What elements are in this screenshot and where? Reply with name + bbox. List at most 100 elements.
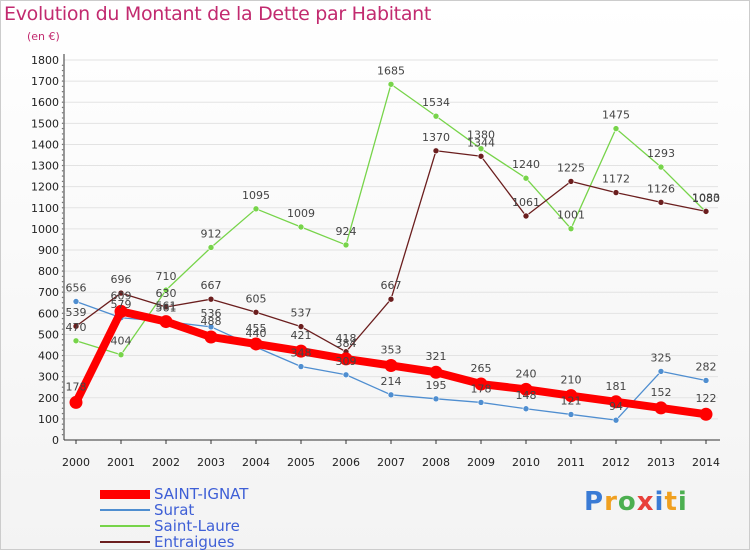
- data-label: 1083: [692, 191, 720, 204]
- y-minor-tick: [62, 133, 63, 134]
- y-minor-tick: [62, 297, 63, 298]
- y-minor-tick: [62, 154, 63, 155]
- y-tick-label: 1000: [31, 223, 59, 236]
- y-tick-label: 900: [38, 244, 59, 257]
- y-tick-label: 1300: [31, 160, 59, 173]
- y-minor-tick: [62, 249, 63, 250]
- data-label: 214: [381, 375, 402, 388]
- y-tick-label: 1500: [31, 117, 59, 130]
- data-label: 348: [291, 347, 312, 360]
- x-tick-label: 2012: [602, 456, 630, 469]
- y-minor-tick: [62, 191, 63, 192]
- y-minor-tick: [62, 323, 63, 324]
- y-minor-tick: [62, 302, 63, 303]
- data-label: 539: [66, 306, 87, 319]
- data-point: [388, 296, 394, 302]
- y-minor-tick: [62, 112, 63, 113]
- y-tick-label: 100: [38, 413, 59, 426]
- legend-swatch: [100, 541, 150, 543]
- y-tick-label: 500: [38, 328, 59, 341]
- data-label: 696: [111, 273, 132, 286]
- y-minor-tick: [62, 107, 63, 108]
- x-tick-label: 2000: [62, 456, 90, 469]
- data-label: 181: [606, 380, 627, 393]
- y-minor-tick: [62, 123, 63, 124]
- data-point: [658, 164, 664, 170]
- logo-letter: i: [678, 487, 688, 517]
- y-minor-tick: [62, 339, 63, 340]
- y-tick-label: 400: [38, 350, 59, 363]
- y-minor-tick: [62, 212, 63, 213]
- y-minor-tick: [62, 138, 63, 139]
- data-label: 1370: [422, 131, 450, 144]
- y-minor-tick: [62, 397, 63, 398]
- x-tick-label: 2005: [287, 456, 315, 469]
- data-point: [208, 296, 214, 302]
- y-minor-tick: [62, 202, 63, 203]
- legend-swatch: [100, 509, 150, 511]
- y-minor-tick: [62, 175, 63, 176]
- data-label: 667: [201, 279, 222, 292]
- data-point: [658, 368, 664, 374]
- x-tick-label: 2009: [467, 456, 495, 469]
- y-minor-tick: [62, 423, 63, 424]
- y-tick-label: 600: [38, 307, 59, 320]
- y-tick-label: 1600: [31, 96, 59, 109]
- y-minor-tick: [62, 165, 63, 166]
- y-minor-tick: [62, 350, 63, 351]
- y-minor-tick: [62, 392, 63, 393]
- y-tick-label: 1400: [31, 138, 59, 151]
- data-label: 1172: [602, 173, 630, 186]
- logo-letter: o: [618, 487, 637, 517]
- data-label: 1009: [287, 207, 315, 220]
- data-point: [613, 190, 619, 196]
- data-label: 561: [156, 302, 177, 315]
- data-label: 353: [381, 343, 402, 356]
- data-point: [433, 113, 439, 119]
- data-point: [658, 199, 664, 205]
- data-point: [160, 315, 173, 328]
- y-tick-label: 300: [38, 371, 59, 384]
- data-label: 240: [516, 367, 537, 380]
- y-tick-label: 1200: [31, 181, 59, 194]
- y-minor-tick: [62, 244, 63, 245]
- data-label: 121: [561, 394, 582, 407]
- y-minor-tick: [62, 91, 63, 92]
- x-tick-label: 2011: [557, 456, 585, 469]
- proxiti-logo: Proxiti: [584, 487, 688, 517]
- data-point: [613, 417, 619, 423]
- y-minor-tick: [62, 344, 63, 345]
- data-label: 1685: [377, 64, 405, 77]
- y-minor-tick: [62, 381, 63, 382]
- y-minor-tick: [62, 402, 63, 403]
- y-minor-tick: [62, 70, 63, 71]
- data-point: [118, 352, 124, 358]
- y-minor-tick: [62, 260, 63, 261]
- x-tick-label: 2007: [377, 456, 405, 469]
- y-minor-tick: [62, 149, 63, 150]
- y-minor-tick: [62, 255, 63, 256]
- y-minor-tick: [62, 313, 63, 314]
- y-minor-tick: [62, 270, 63, 271]
- y-minor-tick: [62, 223, 63, 224]
- data-label: 1344: [467, 136, 495, 149]
- data-label: 912: [201, 227, 222, 240]
- line-chart: 0100200300400500600700800900100011001200…: [0, 0, 750, 550]
- logo-letter: r: [604, 487, 618, 517]
- data-label: 537: [291, 307, 312, 320]
- y-minor-tick: [62, 334, 63, 335]
- y-minor-tick: [62, 307, 63, 308]
- data-point: [388, 81, 394, 87]
- y-tick-label: 1100: [31, 202, 59, 215]
- data-point: [343, 242, 349, 248]
- y-minor-tick: [62, 408, 63, 409]
- data-label: 470: [66, 321, 87, 334]
- y-tick-label: 1700: [31, 75, 59, 88]
- data-point: [433, 396, 439, 402]
- data-point: [523, 406, 529, 412]
- data-point: [478, 153, 484, 159]
- x-tick-label: 2008: [422, 456, 450, 469]
- x-tick-label: 2002: [152, 456, 180, 469]
- x-tick-label: 2013: [647, 456, 675, 469]
- data-label: 1126: [647, 182, 675, 195]
